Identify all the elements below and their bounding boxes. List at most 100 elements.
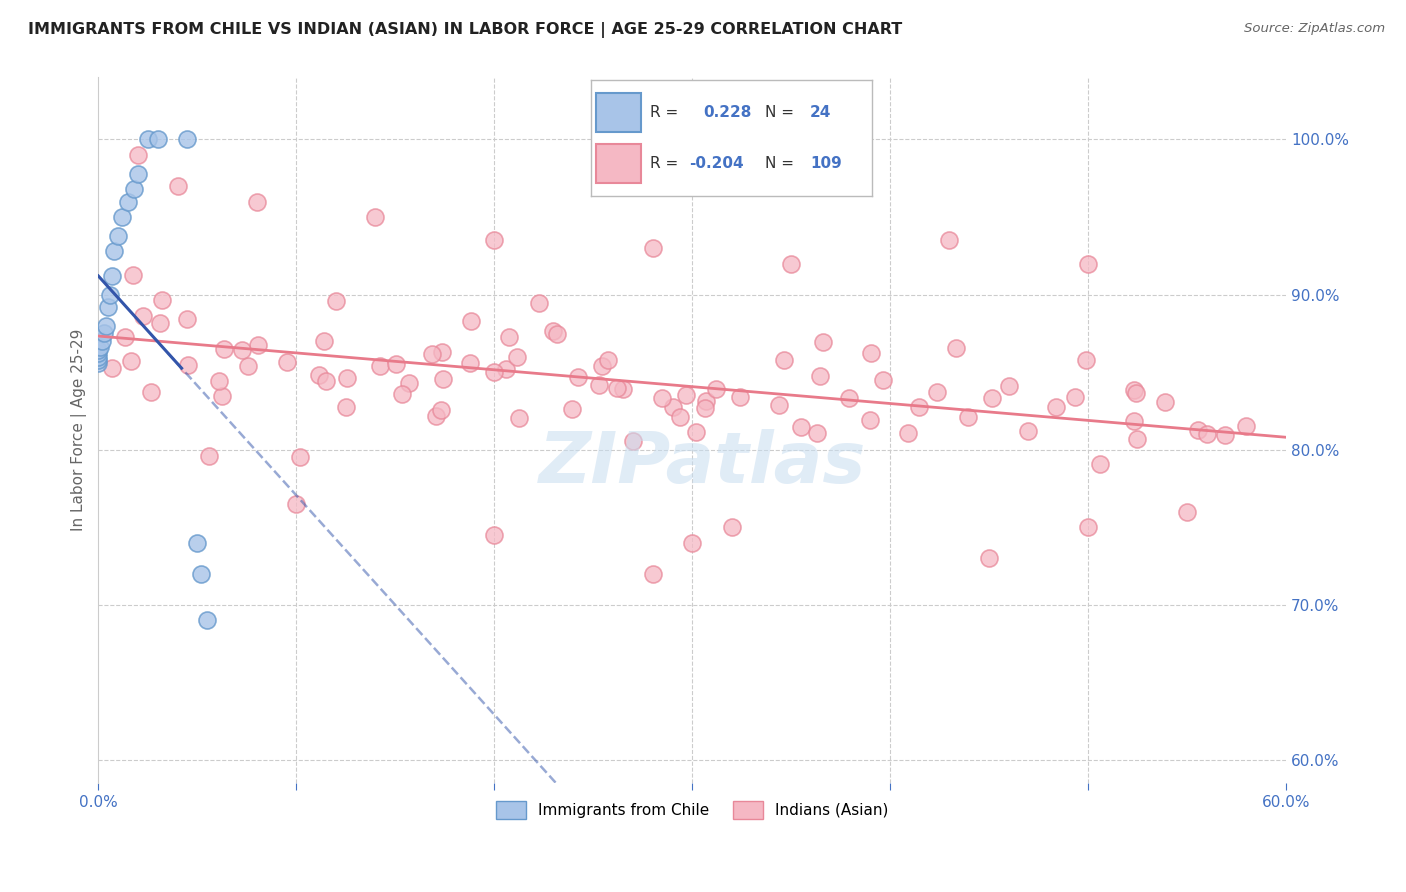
Point [957,410,980,425]
Point [111,210,134,224]
Text: 109: 109 [810,156,842,171]
Point [495,362,517,376]
Text: N =: N = [765,156,794,171]
Point [308,368,330,383]
Point [93,326,115,341]
Point [780,256,803,270]
Point [122,268,145,282]
Point [1175,505,1198,519]
Point [132,309,155,323]
Point [197,449,219,463]
Point [325,293,347,308]
Point [1017,424,1039,438]
Point [897,426,920,441]
Point [430,403,453,417]
Point [247,338,270,352]
Point [1077,520,1099,534]
Point [96,318,118,333]
Point [139,385,162,400]
Point [606,381,628,395]
Point [97,300,120,314]
Point [669,409,692,424]
Point [1195,427,1218,442]
Point [152,293,174,307]
Point [190,566,212,581]
Point [176,312,198,326]
Point [1126,433,1149,447]
Point [681,535,703,549]
Point [808,368,831,383]
Point [908,400,931,414]
Point [117,194,139,209]
Point [176,132,198,146]
Point [546,327,568,342]
Point [314,334,336,348]
Point [364,210,387,224]
Y-axis label: In Labor Force | Age 25-29: In Labor Force | Age 25-29 [72,329,87,532]
Point [285,497,308,511]
Point [246,194,269,209]
Point [120,354,142,368]
Point [543,324,565,338]
Point [420,347,443,361]
Point [432,372,454,386]
Point [938,233,960,247]
Point [484,233,506,247]
Point [149,316,172,330]
Point [1213,427,1236,442]
Point [391,387,413,401]
Point [89,340,111,354]
Point [872,373,894,387]
Point [641,241,664,255]
Point [621,434,644,448]
Point [127,167,149,181]
Point [146,132,169,146]
Point [214,342,236,356]
Point [1076,352,1098,367]
Point [695,393,717,408]
Point [685,425,707,439]
Legend: Immigrants from Chile, Indians (Asian): Immigrants from Chile, Indians (Asian) [489,795,894,825]
Point [91,334,114,348]
Point [662,400,685,414]
Point [508,411,530,425]
Point [980,391,1002,405]
Text: Source: ZipAtlas.com: Source: ZipAtlas.com [1244,22,1385,36]
Point [430,345,453,359]
Point [166,179,188,194]
Point [114,330,136,344]
Point [859,413,882,427]
Point [1122,383,1144,397]
Point [101,360,124,375]
Point [425,409,447,423]
Point [998,379,1021,393]
Text: 24: 24 [810,105,831,120]
Point [612,382,634,396]
Point [1064,391,1087,405]
Point [813,334,835,349]
Point [107,228,129,243]
Point [127,148,149,162]
Point [122,182,145,196]
Point [98,287,121,301]
Point [506,350,529,364]
Point [460,356,482,370]
Point [790,420,813,434]
Point [460,314,482,328]
Text: N =: N = [765,105,794,120]
Point [231,343,253,357]
Point [195,613,218,627]
Point [368,359,391,373]
Point [588,377,610,392]
Point [1123,414,1146,428]
Point [945,341,967,355]
Text: -0.204: -0.204 [689,156,744,171]
Point [211,389,233,403]
Point [385,357,408,371]
Text: R =: R = [650,156,678,171]
Text: 0.228: 0.228 [703,105,751,120]
Point [276,355,298,369]
Point [1234,419,1257,434]
Point [693,401,716,415]
Point [484,528,506,542]
